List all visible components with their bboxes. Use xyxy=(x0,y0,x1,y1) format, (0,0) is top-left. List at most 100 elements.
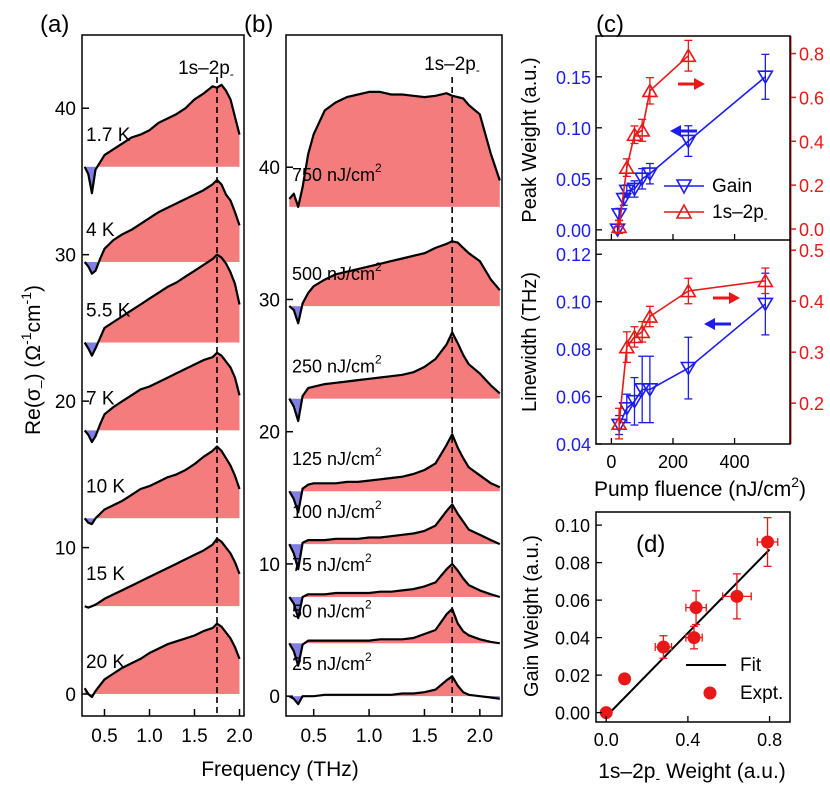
spectrum-fill-negative xyxy=(289,696,500,705)
axis-arrow-head xyxy=(670,125,681,137)
x-tick-label: 0.5 xyxy=(91,726,117,747)
y-tick-label: 0.06 xyxy=(555,591,590,611)
data-marker xyxy=(679,134,697,149)
y-tick-label-left: 0.15 xyxy=(556,68,591,88)
data-point xyxy=(687,631,701,645)
panel-c-legend: Gain 1s–2p- xyxy=(664,176,768,225)
data-point xyxy=(689,601,703,615)
panel-a-xlabel: Frequency (THz) xyxy=(201,758,359,781)
legend-expt-label: Expt. xyxy=(740,683,783,704)
y-tick-label: 30 xyxy=(55,246,76,267)
legend-gain-label: Gain xyxy=(712,176,752,197)
y-tick-label-left: 0.12 xyxy=(556,245,591,265)
x-tick-label: 1.0 xyxy=(136,726,162,747)
panel-a-xticks: 0.5 1.0 1.5 2.0 xyxy=(91,709,253,747)
data-marker xyxy=(610,415,628,430)
panel-d-label: (d) xyxy=(636,531,665,558)
series-label: 20 K xyxy=(86,652,125,673)
y-tick-label: 10 xyxy=(55,539,76,560)
data-marker xyxy=(756,70,774,85)
spectrum-line xyxy=(288,675,500,706)
spectrum-line xyxy=(288,433,501,514)
y-tick-label-left: 0.00 xyxy=(556,221,591,241)
panel-a-yticks: 0 10 20 30 40 xyxy=(55,99,89,706)
data-marker xyxy=(679,283,697,298)
y-tick-label-left: 0.04 xyxy=(556,435,591,455)
data-marker xyxy=(626,394,643,410)
data-marker xyxy=(641,308,659,323)
y-tick-label-right: 0.0 xyxy=(799,220,824,240)
spectrum-fill-positive xyxy=(84,254,240,343)
panel-c: (c) 0.00 0.05 0.10 0.15 0.0 0.2 0.4 0.6 0.8 0.04… xyxy=(519,11,824,501)
data-marker xyxy=(756,297,774,312)
y-tick-label: 40 xyxy=(55,99,76,120)
legend-fit-label: Fit xyxy=(740,655,762,676)
series-label: 50 nJ/cm2 xyxy=(292,597,372,621)
spectrum-fill-positive xyxy=(289,504,500,545)
spectrum-line xyxy=(83,253,241,357)
x-tick-label: 0.0 xyxy=(594,730,619,750)
spectrum-line xyxy=(288,503,501,571)
spectrum-line xyxy=(84,537,241,609)
panel-b-frame xyxy=(285,34,503,717)
spectrum-fill-positive xyxy=(84,538,240,607)
y-tick-label: 0 xyxy=(65,685,76,706)
y-tick-label-right: 0.2 xyxy=(799,394,824,414)
y-tick-label: 0 xyxy=(269,687,280,708)
y-tick-label: 40 xyxy=(259,158,280,179)
data-marker xyxy=(610,208,628,223)
y-tick-label-right: 0.4 xyxy=(799,132,824,152)
y-tick-label-right: 0.6 xyxy=(799,88,824,108)
spectrum-line xyxy=(288,331,501,423)
data-marker xyxy=(756,272,774,288)
series-label-exp: 2 xyxy=(375,353,382,367)
panel-d-plot: 0.00 0.02 0.04 0.06 0.08 0.10 0.0 0.4 0.8 xyxy=(555,516,782,750)
panel-b-yticks: 0 10 20 30 40 xyxy=(259,158,293,708)
y-tick-label: 30 xyxy=(259,290,280,311)
data-point xyxy=(599,706,613,720)
x-tick-label: 0.5 xyxy=(300,726,326,747)
panel-d-frame xyxy=(595,511,791,723)
y-tick-label: 20 xyxy=(259,423,280,444)
series-label: 15 K xyxy=(86,564,125,585)
data-marker xyxy=(633,172,651,187)
spectrum-fill-positive xyxy=(289,91,500,207)
series-label-exp: 2 xyxy=(375,161,382,175)
y-tick-label-left: 0.05 xyxy=(556,170,591,190)
spectrum-fill-positive xyxy=(289,434,500,492)
data-point xyxy=(761,535,775,549)
x-tick-label: 1.5 xyxy=(411,726,437,747)
panel-b-xticks: 0.5 1.0 1.5 2.0 xyxy=(300,709,493,747)
panel-c-top-ylabel: Peak Weight (a.u.) xyxy=(519,57,541,222)
x-tick-label: 2.0 xyxy=(467,726,493,747)
data-marker xyxy=(626,329,643,344)
series-line-red xyxy=(618,280,766,424)
legend-expt-marker xyxy=(703,686,717,700)
panel-b-label: (b) xyxy=(244,11,273,38)
spectrum-fill-positive xyxy=(289,676,500,697)
spectrum-line xyxy=(83,83,241,195)
series-label: 500 nJ/cm2 xyxy=(292,260,382,284)
panel-a-ylabel: Re(σ–) (Ω-1cm-1) xyxy=(18,285,48,435)
y-tick-label: 0.02 xyxy=(555,666,590,686)
panel-d: 0.00 0.02 0.04 0.06 0.08 0.10 0.0 0.4 0.8 (d) Ga… xyxy=(521,511,791,786)
series-label: 250 nJ/cm2 xyxy=(292,353,382,377)
legend-1s2p-marker xyxy=(675,203,693,219)
data-marker xyxy=(679,361,697,376)
data-marker xyxy=(641,383,659,398)
y-tick-label: 0.04 xyxy=(555,629,590,649)
series-line-red xyxy=(618,55,689,227)
series-label-exp: 2 xyxy=(365,650,372,664)
x-tick-label: 0.8 xyxy=(757,730,782,750)
panel-a-peak-label: 1s–2p- xyxy=(178,58,234,81)
panel-b-peak-label: 1s–2p- xyxy=(424,54,480,77)
y-tick-label-right: 0.5 xyxy=(799,241,824,261)
panel-a-label: (a) xyxy=(40,11,69,38)
data-point xyxy=(730,589,744,603)
data-marker xyxy=(633,323,651,339)
series-label: 5.5 K xyxy=(86,301,131,322)
axis-arrow-head xyxy=(729,292,740,304)
